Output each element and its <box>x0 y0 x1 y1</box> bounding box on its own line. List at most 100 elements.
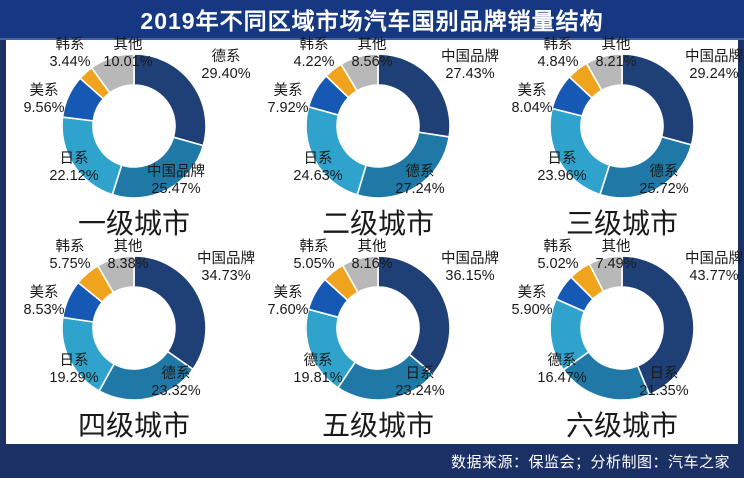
slice-label: 其他 8.21% <box>595 37 636 71</box>
slice-category: 其他 <box>113 239 143 256</box>
slice-label: 韩系 4.22% <box>293 37 334 71</box>
slice-category: 德系 <box>405 164 435 181</box>
donut-svg <box>549 53 695 199</box>
slice-label: 中国品牌 34.73% <box>197 251 255 285</box>
donut-chart-二级城市: 中国品牌 27.43% 德系 27.24% 日系 24.63% 美系 7.92% 韩系 4.22%… <box>250 37 499 242</box>
slice-value: 25.47% <box>151 181 201 197</box>
slice-value: 8.21% <box>595 54 637 70</box>
slice-value: 5.90% <box>511 302 553 318</box>
slice-value: 43.77% <box>689 268 739 284</box>
donut-segment-其他 <box>585 53 623 92</box>
slice-category: 韩系 <box>543 37 573 54</box>
slice-value: 21.35% <box>639 383 689 399</box>
slice-value: 29.40% <box>201 66 251 82</box>
slice-value: 8.04% <box>511 100 553 116</box>
slice-label: 中国品牌 27.43% <box>441 49 499 83</box>
slice-category: 中国品牌 <box>441 49 499 66</box>
slice-label: 德系 16.47% <box>537 353 586 387</box>
donut-segment-中国品牌 <box>377 255 451 376</box>
slice-value: 5.02% <box>537 256 579 272</box>
chart-title: 五级城市 <box>321 410 435 441</box>
slice-category: 韩系 <box>299 239 329 256</box>
slice-label: 中国品牌 29.24% <box>685 49 743 83</box>
donut-segment-其他 <box>341 255 379 294</box>
slice-category: 德系 <box>649 164 679 181</box>
donut-segment-其他 <box>340 53 379 92</box>
slice-value: 4.22% <box>293 54 335 70</box>
slice-category: 日系 <box>405 366 435 383</box>
slice-category: 美系 <box>273 83 303 100</box>
slice-category: 中国品牌 <box>441 251 499 268</box>
slice-value: 7.60% <box>267 302 309 318</box>
donut-svg <box>305 255 451 401</box>
slice-value: 34.73% <box>201 268 251 284</box>
slice-value: 29.24% <box>689 66 739 82</box>
donut-chart-四级城市: 中国品牌 34.73% 德系 23.32% 日系 19.29% 美系 8.53% 韩系 5.75%… <box>6 239 255 444</box>
slice-category: 中国品牌 <box>147 164 205 181</box>
page-title: 2019年不同区域市场汽车国别品牌销量结构 <box>140 8 604 34</box>
slice-label: 中国品牌 43.77% <box>685 251 743 285</box>
slice-category: 韩系 <box>55 239 85 256</box>
slice-category: 美系 <box>517 285 547 302</box>
slice-category: 中国品牌 <box>685 49 743 66</box>
slice-category: 美系 <box>517 83 547 100</box>
slice-category: 中国品牌 <box>197 251 255 268</box>
slice-value: 25.72% <box>639 181 689 197</box>
slice-category: 德系 <box>547 353 577 370</box>
slice-value: 19.29% <box>49 370 99 386</box>
slice-label: 德系 27.24% <box>395 164 444 198</box>
chart-title: 四级城市 <box>77 410 191 441</box>
slice-label: 德系 19.81% <box>293 353 342 387</box>
donut-segment-其他 <box>96 255 135 294</box>
slice-label: 美系 9.56% <box>23 83 64 117</box>
donut-segment-其他 <box>90 53 135 94</box>
slice-category: 美系 <box>273 285 303 302</box>
slice-value: 27.43% <box>445 66 495 82</box>
slice-value: 8.16% <box>351 256 393 272</box>
source-credit: 数据来源：保监会；分析制图：汽车之家 <box>450 453 730 471</box>
slice-value: 9.56% <box>23 100 65 116</box>
slice-category: 其他 <box>357 239 387 256</box>
slice-value: 24.63% <box>293 168 343 184</box>
slice-label: 德系 29.40% <box>201 49 250 83</box>
slice-value: 19.81% <box>293 370 343 386</box>
chart-title: 二级城市 <box>321 208 435 239</box>
slice-label: 美系 5.90% <box>511 285 552 319</box>
slice-category: 美系 <box>29 285 59 302</box>
slice-category: 日系 <box>59 151 89 168</box>
donut-svg <box>305 53 451 199</box>
slice-label: 美系 8.53% <box>23 285 64 319</box>
slice-category: 日系 <box>547 151 577 168</box>
slice-label: 其他 10.01% <box>103 37 152 71</box>
slice-label: 中国品牌 25.47% <box>147 164 205 198</box>
slice-value: 8.38% <box>107 256 149 272</box>
slice-category: 其他 <box>357 37 387 54</box>
slice-label: 其他 7.49% <box>595 239 636 273</box>
slice-category: 德系 <box>211 49 241 66</box>
slice-value: 16.47% <box>537 370 587 386</box>
slice-value: 5.75% <box>49 256 91 272</box>
slice-value: 10.01% <box>103 54 153 70</box>
slice-value: 8.53% <box>23 302 65 318</box>
slice-label: 其他 8.38% <box>107 239 148 273</box>
slice-category: 韩系 <box>299 37 329 54</box>
slice-value: 7.49% <box>595 256 637 272</box>
slice-category: 美系 <box>29 83 59 100</box>
slice-value: 8.56% <box>351 54 393 70</box>
slice-label: 日系 24.63% <box>293 151 342 185</box>
slice-value: 22.12% <box>49 168 99 184</box>
donut-segment-中国品牌 <box>133 255 207 371</box>
slice-label: 日系 23.24% <box>395 366 444 400</box>
slice-value: 23.24% <box>395 383 445 399</box>
slice-value: 7.92% <box>267 100 309 116</box>
donut-chart-一级城市: 德系 29.40% 中国品牌 25.47% 日系 22.12% 美系 9.56% 韩系 3.44%… <box>6 37 250 242</box>
chart-title: 一级城市 <box>77 208 191 239</box>
slice-value: 5.05% <box>293 256 335 272</box>
slice-category: 韩系 <box>543 239 573 256</box>
slice-label: 韩系 3.44% <box>49 37 90 71</box>
donut-svg <box>61 255 207 401</box>
header-bar: 2019年不同区域市场汽车国别品牌销量结构 <box>0 0 744 40</box>
slice-label: 其他 8.56% <box>351 37 392 71</box>
slice-category: 其他 <box>601 239 631 256</box>
slice-label: 日系 23.96% <box>537 151 586 185</box>
